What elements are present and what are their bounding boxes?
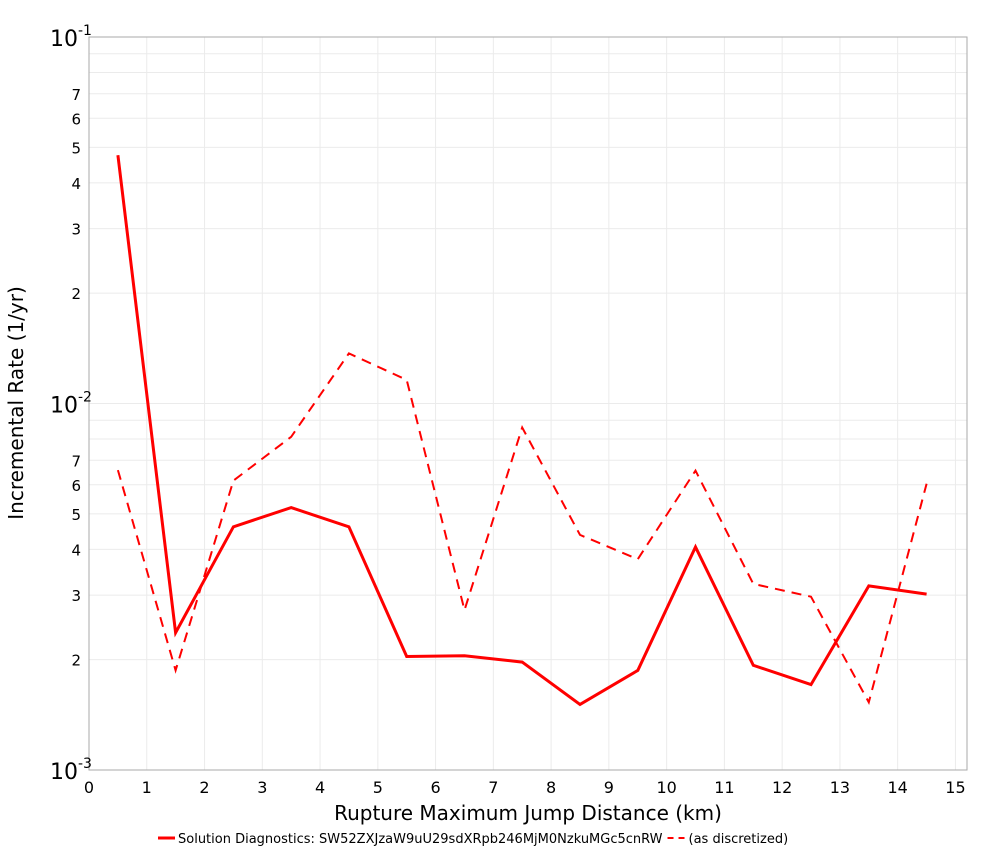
x-tick-label: 14 bbox=[888, 778, 908, 797]
x-tick-label: 13 bbox=[830, 778, 850, 797]
x-tick-label: 1 bbox=[142, 778, 152, 797]
x-tick-label: 11 bbox=[714, 778, 734, 797]
x-tick-label: 10 bbox=[656, 778, 676, 797]
x-tick-label: 15 bbox=[945, 778, 965, 797]
x-tick-label: 2 bbox=[199, 778, 209, 797]
x-axis-title: Rupture Maximum Jump Distance (km) bbox=[334, 801, 722, 825]
x-tick-label: 6 bbox=[430, 778, 440, 797]
y-minor-tick-label: 5 bbox=[71, 139, 81, 157]
x-tick-label: 9 bbox=[604, 778, 614, 797]
y-major-tick-label: 10-2 bbox=[50, 390, 92, 419]
series-line-discretized bbox=[116, 352, 928, 705]
y-minor-tick-label: 5 bbox=[71, 506, 81, 524]
y-minor-tick-label: 2 bbox=[71, 285, 81, 303]
y-minor-tick-label: 2 bbox=[71, 652, 81, 670]
y-minor-tick-label: 3 bbox=[71, 587, 81, 605]
x-tick-label: 0 bbox=[84, 778, 94, 797]
x-tick-label: 3 bbox=[257, 778, 267, 797]
y-minor-tick-label: 4 bbox=[71, 175, 81, 193]
x-tick-label: 8 bbox=[546, 778, 556, 797]
x-tick-label: 5 bbox=[373, 778, 383, 797]
legend-label-discretized: (as discretized) bbox=[689, 832, 789, 847]
plot-series bbox=[116, 155, 928, 707]
series-line-solution bbox=[116, 155, 927, 707]
x-tick-label: 4 bbox=[315, 778, 325, 797]
legend-label-solution: Solution Diagnostics: SW52ZXJzaW9uU29sdX… bbox=[178, 832, 663, 847]
y-major-tick-label: 10-1 bbox=[50, 23, 92, 52]
y-minor-tick-label: 6 bbox=[71, 110, 81, 128]
y-minor-tick-label: 6 bbox=[71, 477, 81, 495]
x-tick-label: 12 bbox=[772, 778, 792, 797]
x-tick-label: 7 bbox=[488, 778, 498, 797]
y-minor-tick-label: 7 bbox=[71, 452, 81, 470]
y-minor-tick-label: 7 bbox=[71, 86, 81, 104]
grid-lines bbox=[88, 37, 967, 770]
y-minor-tick-label: 3 bbox=[71, 221, 81, 239]
plot-frame bbox=[88, 36, 968, 771]
legend: Solution Diagnostics: SW52ZXJzaW9uU29sdX… bbox=[158, 832, 788, 847]
x-axis-ticks: 0 1 2 3 4 5 6 7 8 9 10 11 12 13 14 15 bbox=[84, 778, 966, 797]
y-minor-tick-label: 4 bbox=[71, 541, 81, 559]
y-axis-title: Incremental Rate (1/yr) bbox=[4, 286, 28, 519]
